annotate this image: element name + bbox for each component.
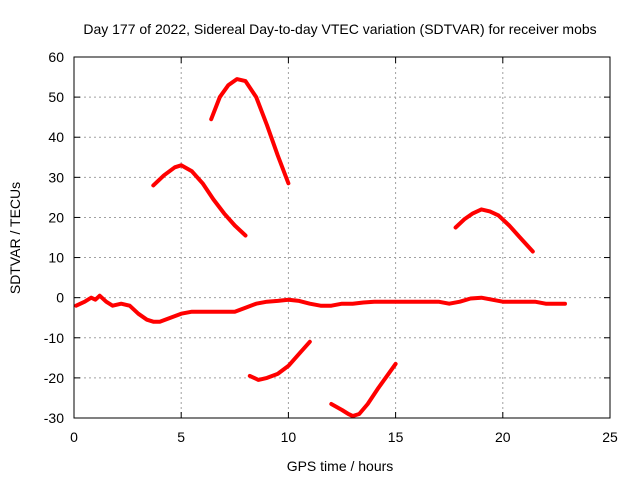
y-tick-label: -30 xyxy=(44,410,64,426)
y-tick-label: -20 xyxy=(44,370,64,386)
plot-frame xyxy=(73,56,611,419)
series-track-4 xyxy=(247,339,312,382)
grid-lines xyxy=(74,57,610,418)
y-tick-label: 0 xyxy=(56,290,64,306)
y-tick-labels: -30 -20 -10 0 10 20 30 40 50 60 xyxy=(44,49,64,426)
y-tick-label: -10 xyxy=(44,330,64,346)
y-tick-label: 10 xyxy=(48,250,64,266)
series-track-6 xyxy=(453,207,535,254)
x-tick-label: 20 xyxy=(495,429,511,445)
y-tick-label: 20 xyxy=(48,209,64,225)
x-tick-label: 10 xyxy=(281,429,297,445)
x-tick-label: 15 xyxy=(388,429,404,445)
series-track-5 xyxy=(329,361,398,418)
x-tick-label: 25 xyxy=(602,429,618,445)
y-tick-label: 40 xyxy=(48,129,64,145)
y-tick-label: 60 xyxy=(48,49,64,65)
y-axis-label: SDTVAR / TECUs xyxy=(7,182,23,294)
chart-title: Day 177 of 2022, Sidereal Day-to-day VTE… xyxy=(83,21,596,37)
x-tick-labels: 0 5 10 15 20 25 xyxy=(70,429,618,445)
y-tick-label: 50 xyxy=(48,89,64,105)
y-tick-label: 30 xyxy=(48,169,64,185)
tick-marks xyxy=(73,56,611,419)
x-tick-label: 5 xyxy=(177,429,185,445)
x-tick-label: 0 xyxy=(70,429,78,445)
series-track-3 xyxy=(209,77,291,186)
series-layer xyxy=(74,77,567,418)
series-track-1 xyxy=(74,293,567,324)
x-axis-label: GPS time / hours xyxy=(287,458,394,474)
series-track-2 xyxy=(151,163,248,238)
